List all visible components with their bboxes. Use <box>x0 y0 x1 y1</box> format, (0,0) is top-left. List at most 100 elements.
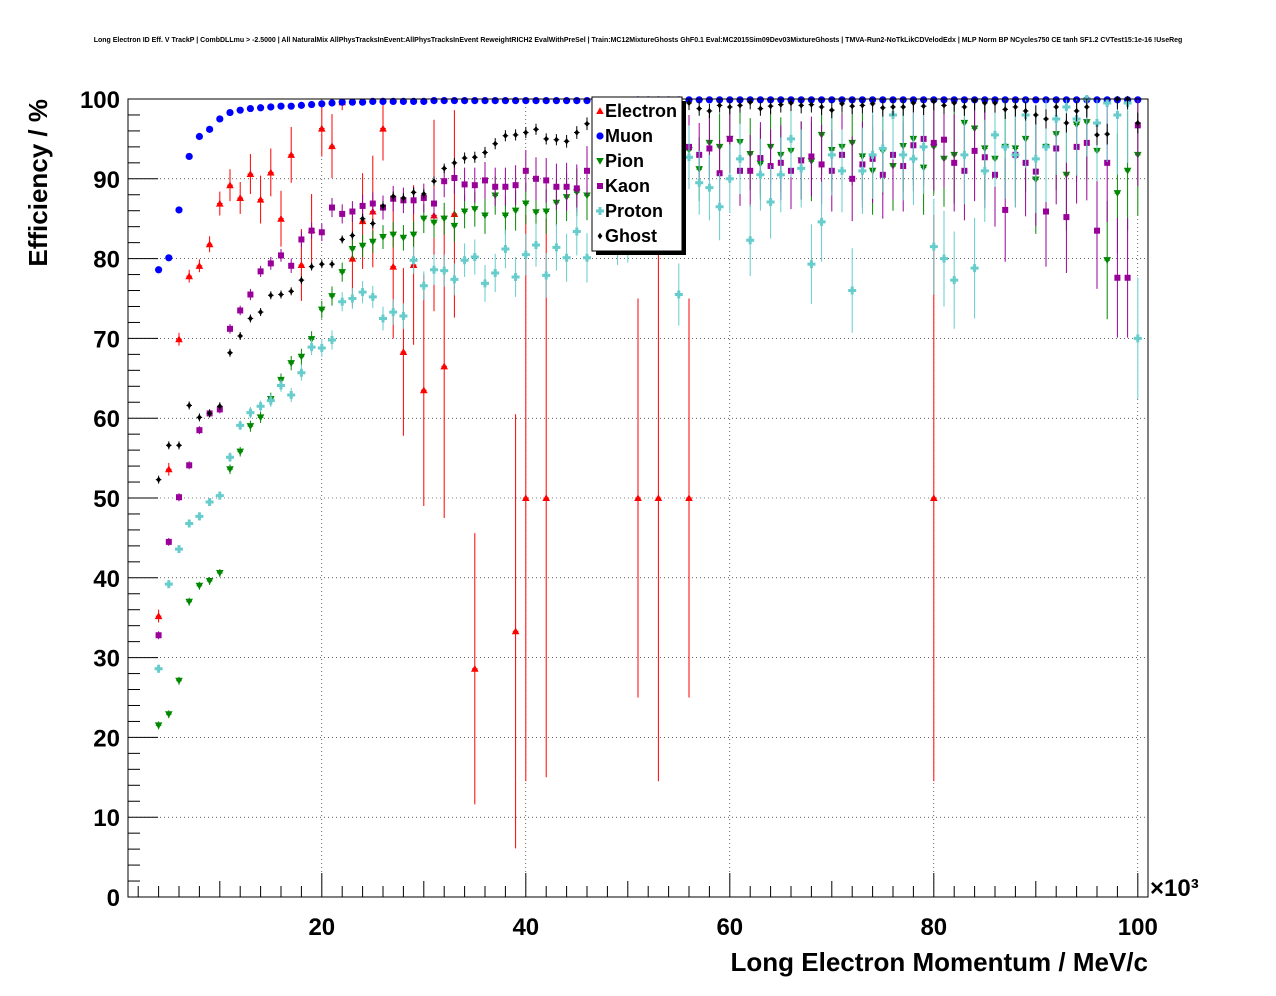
point <box>522 200 530 208</box>
point <box>868 150 877 159</box>
point <box>562 253 571 262</box>
point <box>491 268 500 277</box>
point <box>368 292 377 301</box>
legend-label: Kaon <box>605 176 650 196</box>
legend-label: Ghost <box>605 226 657 246</box>
legend-label: Pion <box>605 151 644 171</box>
point <box>164 580 173 589</box>
point <box>521 250 530 259</box>
point <box>778 101 784 108</box>
point <box>328 99 336 107</box>
point <box>909 154 918 163</box>
point <box>195 512 204 521</box>
point <box>256 195 265 203</box>
point <box>492 140 498 147</box>
legend: Electron Muon Pion Kaon Proton Ghost <box>591 96 686 255</box>
point <box>287 360 295 367</box>
point <box>502 183 509 190</box>
point <box>807 260 816 269</box>
x-axis-title: Long Electron Momentum / MeV/c <box>731 947 1148 977</box>
point <box>481 212 489 220</box>
point <box>970 264 979 273</box>
point <box>931 98 937 105</box>
point <box>421 190 427 198</box>
point <box>542 494 550 502</box>
point <box>410 97 418 105</box>
point <box>430 96 438 105</box>
point <box>307 343 316 352</box>
point <box>574 129 580 136</box>
point <box>450 96 458 105</box>
point <box>154 722 163 730</box>
point <box>809 101 814 108</box>
point <box>236 448 244 456</box>
legend-marker <box>596 132 604 140</box>
point <box>175 677 183 685</box>
point <box>532 209 540 217</box>
point <box>452 159 457 167</box>
point <box>756 170 765 179</box>
point <box>501 96 509 105</box>
point <box>246 170 255 178</box>
point <box>1094 227 1100 234</box>
point <box>410 197 417 204</box>
point <box>319 260 325 268</box>
point <box>175 206 183 214</box>
point <box>236 421 245 430</box>
point <box>880 104 886 111</box>
point <box>409 256 418 265</box>
point <box>227 325 233 332</box>
point <box>511 627 520 635</box>
point <box>1135 119 1141 127</box>
point <box>339 236 345 243</box>
point <box>154 664 163 673</box>
point <box>409 231 418 239</box>
point <box>1062 102 1071 111</box>
point <box>267 260 274 267</box>
point <box>501 212 510 220</box>
point <box>185 272 193 280</box>
point <box>532 96 540 105</box>
point <box>399 348 408 356</box>
point <box>329 260 335 268</box>
point <box>747 98 753 106</box>
point <box>440 266 449 275</box>
point <box>318 100 326 108</box>
point <box>440 215 448 223</box>
point <box>247 291 254 298</box>
y-tick-label: 20 <box>93 725 120 752</box>
legend-label: Electron <box>605 101 677 121</box>
point <box>512 182 519 189</box>
point <box>492 183 499 190</box>
point <box>176 442 182 449</box>
point <box>287 151 295 158</box>
point <box>379 234 387 241</box>
point <box>808 153 815 160</box>
point <box>501 245 510 254</box>
point <box>226 181 234 189</box>
point <box>817 217 826 226</box>
point <box>154 612 163 620</box>
point <box>1104 130 1110 138</box>
point <box>450 222 459 230</box>
point <box>431 177 437 185</box>
point <box>737 102 743 109</box>
point <box>705 183 714 192</box>
point <box>706 145 713 152</box>
point <box>1104 159 1111 166</box>
point <box>758 105 763 112</box>
point <box>839 100 845 107</box>
point <box>298 236 305 243</box>
point <box>573 96 581 105</box>
point <box>380 202 386 210</box>
point <box>266 396 275 405</box>
point <box>919 142 928 151</box>
point <box>165 711 173 719</box>
point <box>819 103 824 111</box>
point <box>1063 214 1070 221</box>
point <box>165 254 173 262</box>
point <box>205 577 214 585</box>
x-tick-label: 40 <box>512 914 539 941</box>
point <box>246 408 255 417</box>
